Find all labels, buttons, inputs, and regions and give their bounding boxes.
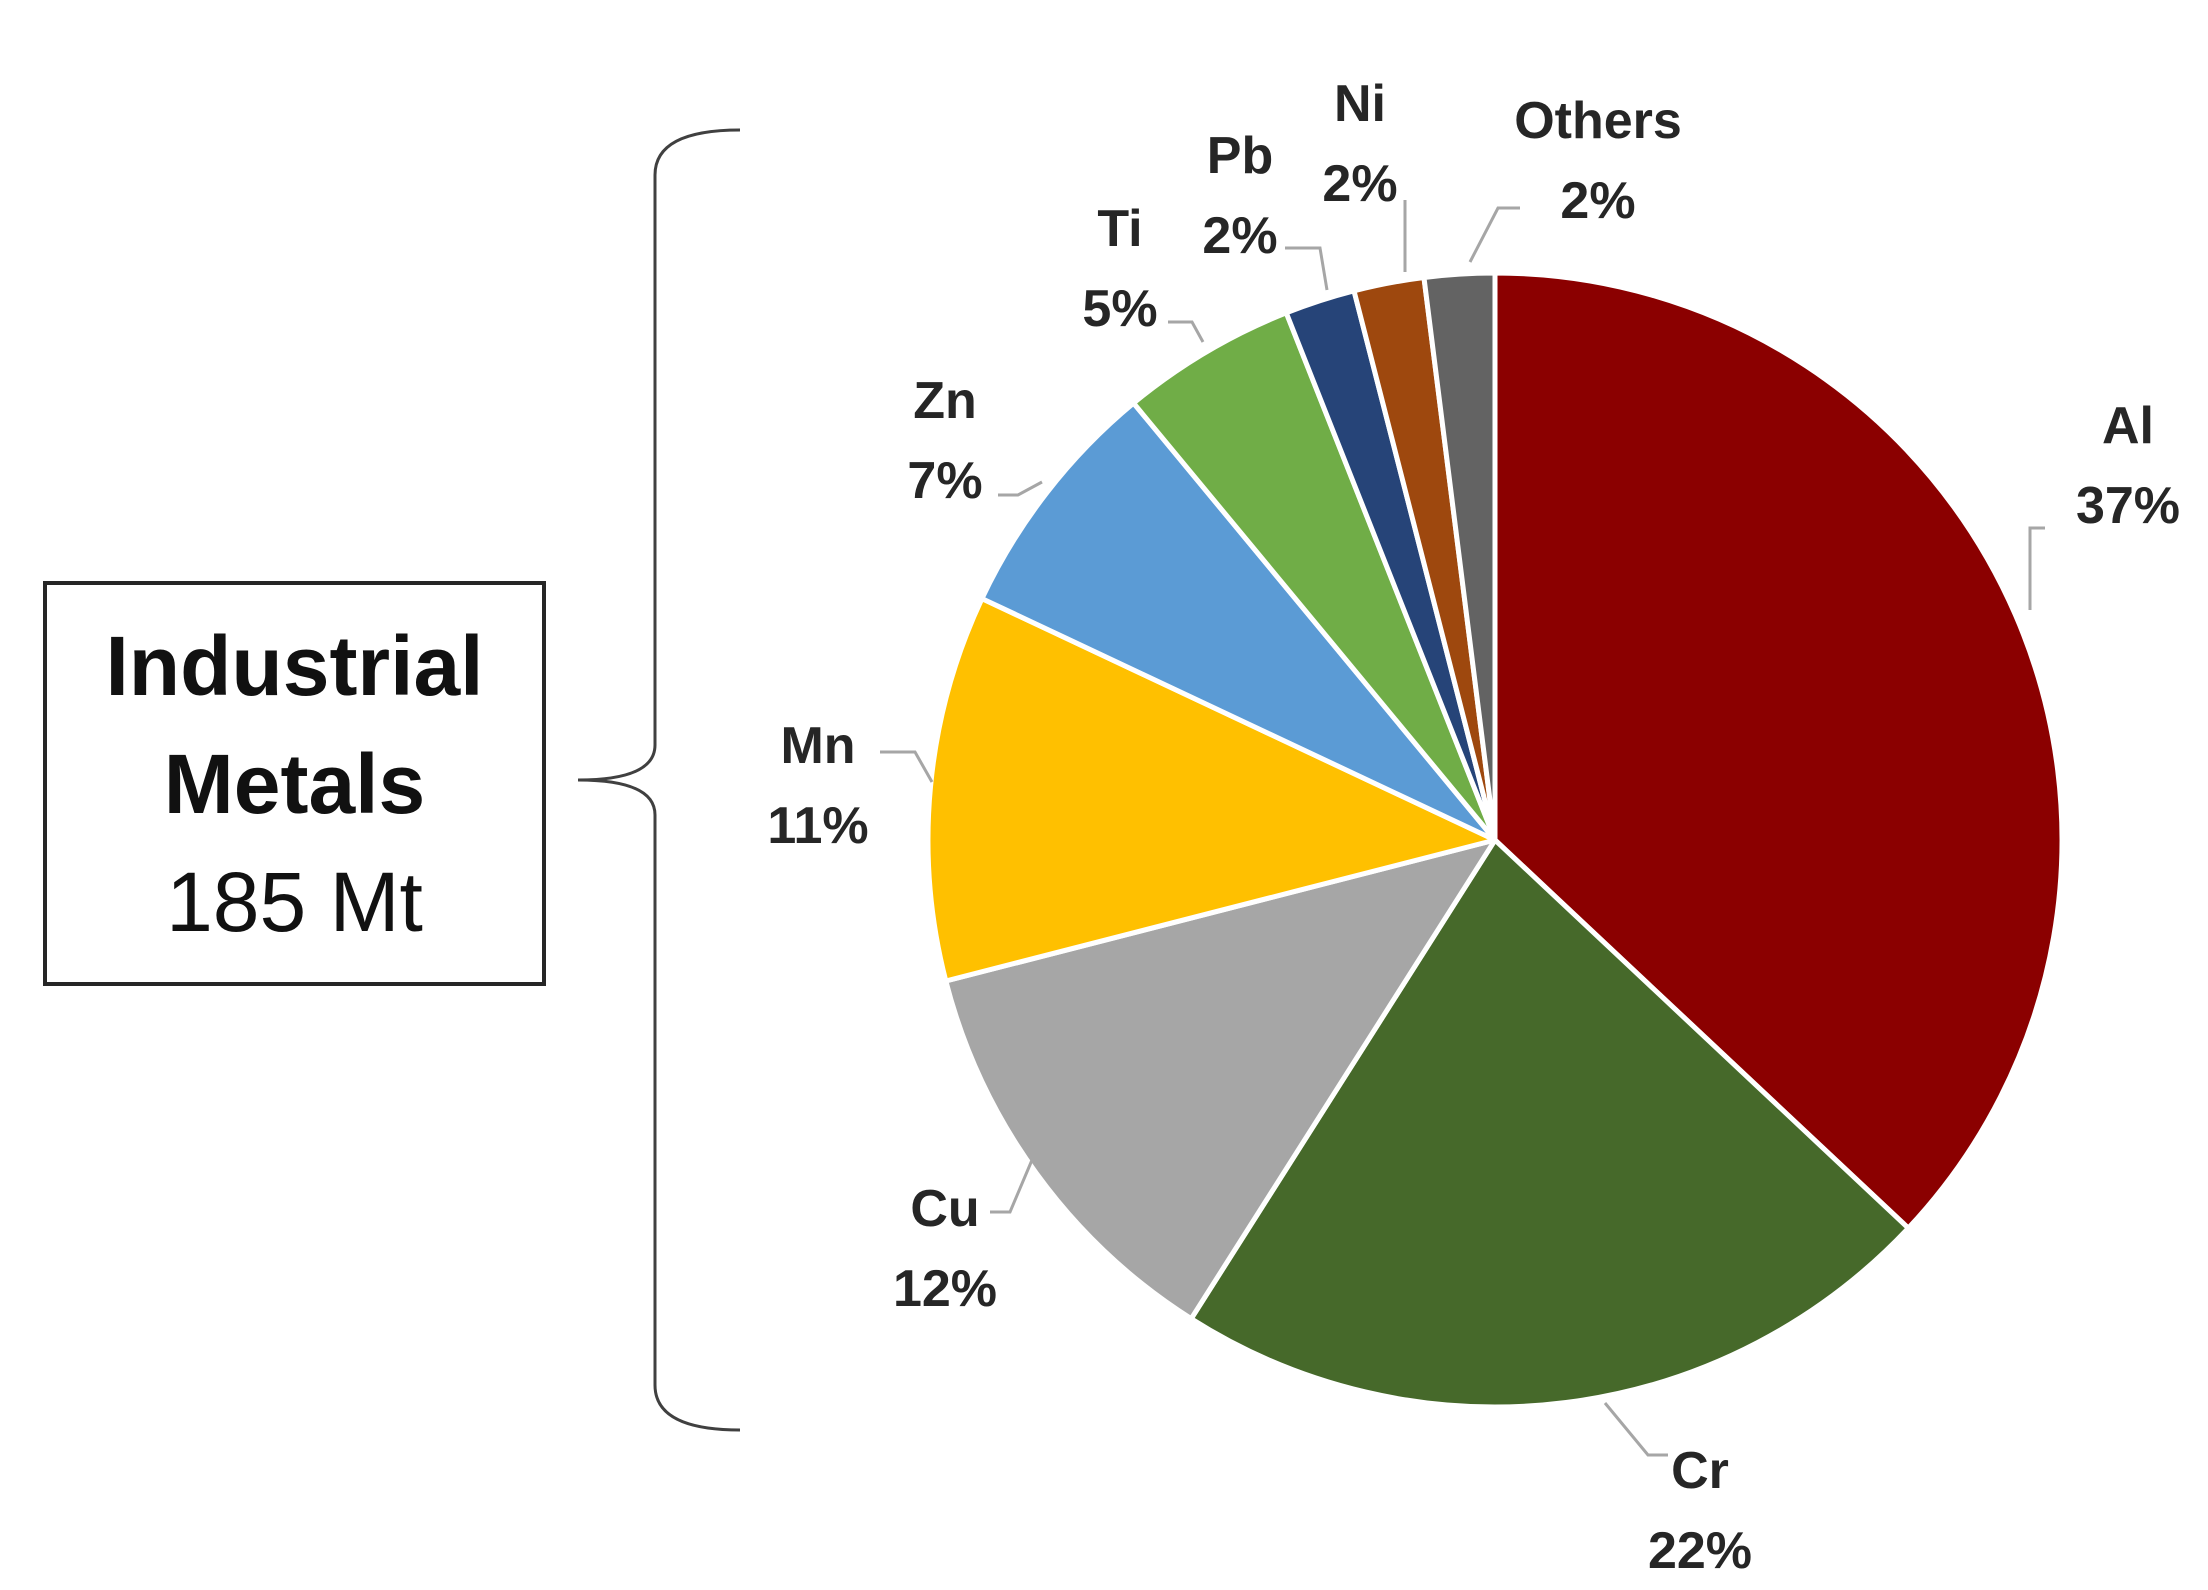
pie-slice-cu: [943, 837, 1498, 1322]
pie-slice-cr: [1188, 837, 1911, 1410]
slice-name-label-pb: Pb: [1207, 127, 1273, 185]
leader-line-mn: [880, 750, 934, 783]
callout-title-line1: Industrial: [105, 618, 484, 713]
slice-name-label-cr: Cr: [1671, 1442, 1729, 1500]
pie-slice-others: [1421, 270, 1498, 843]
slice-name-label-zn: Zn: [913, 372, 977, 430]
slice-name-label-cu: Cu: [910, 1180, 979, 1238]
leader-line-cu: [990, 1159, 1034, 1214]
slice-percent-label-others: 2%: [1560, 172, 1635, 230]
slice-percent-label-cu: 12%: [893, 1260, 997, 1318]
slice-percent-label-al: 37%: [2076, 477, 2180, 535]
pie-slice-al: [1492, 270, 2065, 1231]
slice-name-label-ni: Ni: [1334, 75, 1386, 133]
grouping-brace: [577, 128, 741, 1432]
slice-name-label-ti: Ti: [1097, 200, 1142, 258]
slice-name-label-others: Others: [1514, 92, 1682, 150]
slice-name-label-al: Al: [2102, 397, 2154, 455]
slice-name-label-mn: Mn: [780, 717, 855, 775]
slice-percent-label-mn: 11%: [767, 797, 868, 855]
leader-line-others: [1468, 206, 1520, 263]
slice-percent-label-ni: 2%: [1322, 155, 1397, 213]
slice-percent-label-pb: 2%: [1202, 207, 1277, 265]
callout-title-line2: Metals: [163, 736, 426, 831]
pie-slice-mn: [925, 596, 1498, 984]
leader-line-cr: [1603, 1402, 1668, 1457]
slice-percent-label-zn: 7%: [907, 452, 982, 510]
leader-line-pb: [1285, 246, 1329, 291]
leader-line-zn: [998, 480, 1043, 497]
pie-slice-ti: [1131, 310, 1498, 843]
slice-percent-label-cr: 22%: [1648, 1522, 1752, 1580]
industrial-metals-callout: Industrial Metals 185 Mt: [43, 581, 546, 986]
slice-percent-label-ti: 5%: [1082, 280, 1157, 338]
leader-line-ti: [1168, 320, 1205, 343]
pie-slice-zn: [979, 400, 1498, 843]
callout-total-value: 185 Mt: [166, 854, 423, 949]
leader-line-al: [2028, 526, 2045, 610]
